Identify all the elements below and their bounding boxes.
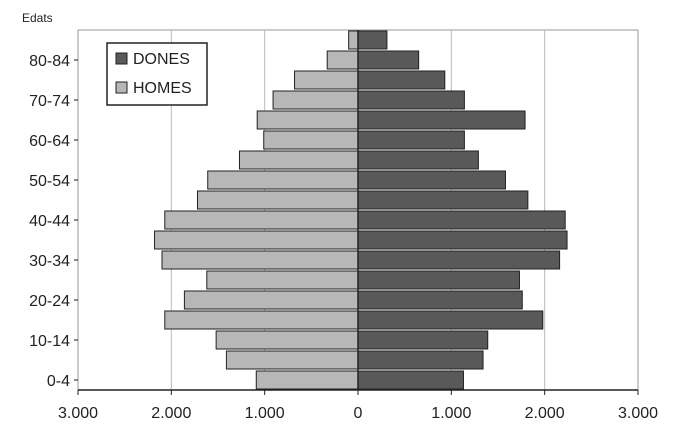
bar-dones-30-34 — [357, 250, 561, 270]
x-tick-label: 3.000 — [618, 405, 658, 422]
legend: DONES HOMES — [106, 42, 208, 106]
legend-label-homes: HOMES — [133, 80, 192, 97]
bar-dones-50-54 — [357, 170, 506, 190]
bar-dones-75-79 — [357, 70, 446, 90]
x-tick-label: 3.000 — [58, 405, 98, 422]
y-tick-label: 70-74 — [29, 93, 70, 110]
y-tick-label: 50-54 — [29, 173, 70, 190]
x-tick-label: 1.000 — [431, 405, 471, 422]
y-tick-label: 40-44 — [29, 213, 70, 230]
y-tick-label: 0-4 — [47, 373, 70, 390]
bar-homes-40-44 — [164, 210, 359, 230]
bar-homes-15-19 — [164, 310, 359, 330]
bar-homes-60-64 — [263, 130, 359, 150]
bar-homes-75-79 — [294, 70, 359, 90]
y-tick-labels: 0-4 10-14 20-24 30-34 40-44 50-54 60-64 70-74 80… — [29, 53, 78, 390]
bar-homes-5-9 — [225, 350, 359, 370]
bar-homes-20-24 — [183, 290, 359, 310]
legend-swatch-homes — [115, 81, 128, 94]
bar-homes-85- — [348, 30, 359, 50]
bar-dones-85- — [357, 30, 388, 50]
y-tick-label: 20-24 — [29, 293, 70, 310]
x-tick-labels: 3.000 2.000 1.000 0 1.000 2.000 3.000 — [58, 390, 658, 422]
bar-dones-10-14 — [357, 330, 489, 350]
legend-swatch-dones — [115, 52, 128, 65]
bar-homes-55-59 — [238, 150, 359, 170]
bar-homes-10-14 — [215, 330, 359, 350]
y-tick-label: 30-34 — [29, 253, 70, 270]
y-tick-label: 60-64 — [29, 133, 70, 150]
bar-homes-30-34 — [161, 250, 359, 270]
bars — [154, 30, 568, 390]
bar-homes-50-54 — [207, 170, 359, 190]
x-tick-label: 2.000 — [525, 405, 565, 422]
bar-dones-80-84 — [357, 50, 420, 70]
bar-dones-25-29 — [357, 270, 520, 290]
bar-homes-0-4 — [255, 370, 359, 390]
bar-dones-15-19 — [357, 310, 544, 330]
x-tick-label: 2.000 — [151, 405, 191, 422]
bar-homes-65-69 — [256, 110, 359, 130]
bar-homes-70-74 — [272, 90, 359, 110]
bar-dones-65-69 — [357, 110, 526, 130]
bar-dones-40-44 — [357, 210, 566, 230]
legend-label-dones: DONES — [133, 51, 190, 68]
bar-dones-35-39 — [357, 230, 568, 250]
bar-dones-45-49 — [357, 190, 529, 210]
bar-dones-60-64 — [357, 130, 465, 150]
bar-dones-0-4 — [357, 370, 464, 390]
bar-homes-35-39 — [154, 230, 359, 250]
x-tick-label: 0 — [354, 405, 363, 422]
x-tick-label: 1.000 — [245, 405, 285, 422]
bar-dones-55-59 — [357, 150, 479, 170]
bar-dones-70-74 — [357, 90, 465, 110]
bar-homes-45-49 — [196, 190, 359, 210]
bar-homes-25-29 — [206, 270, 359, 290]
bar-homes-80-84 — [326, 50, 359, 70]
y-tick-label: 10-14 — [29, 333, 70, 350]
bar-dones-20-24 — [357, 290, 523, 310]
bar-dones-5-9 — [357, 350, 484, 370]
y-tick-label: 80-84 — [29, 53, 70, 70]
corner-label: Edats — [22, 11, 53, 25]
